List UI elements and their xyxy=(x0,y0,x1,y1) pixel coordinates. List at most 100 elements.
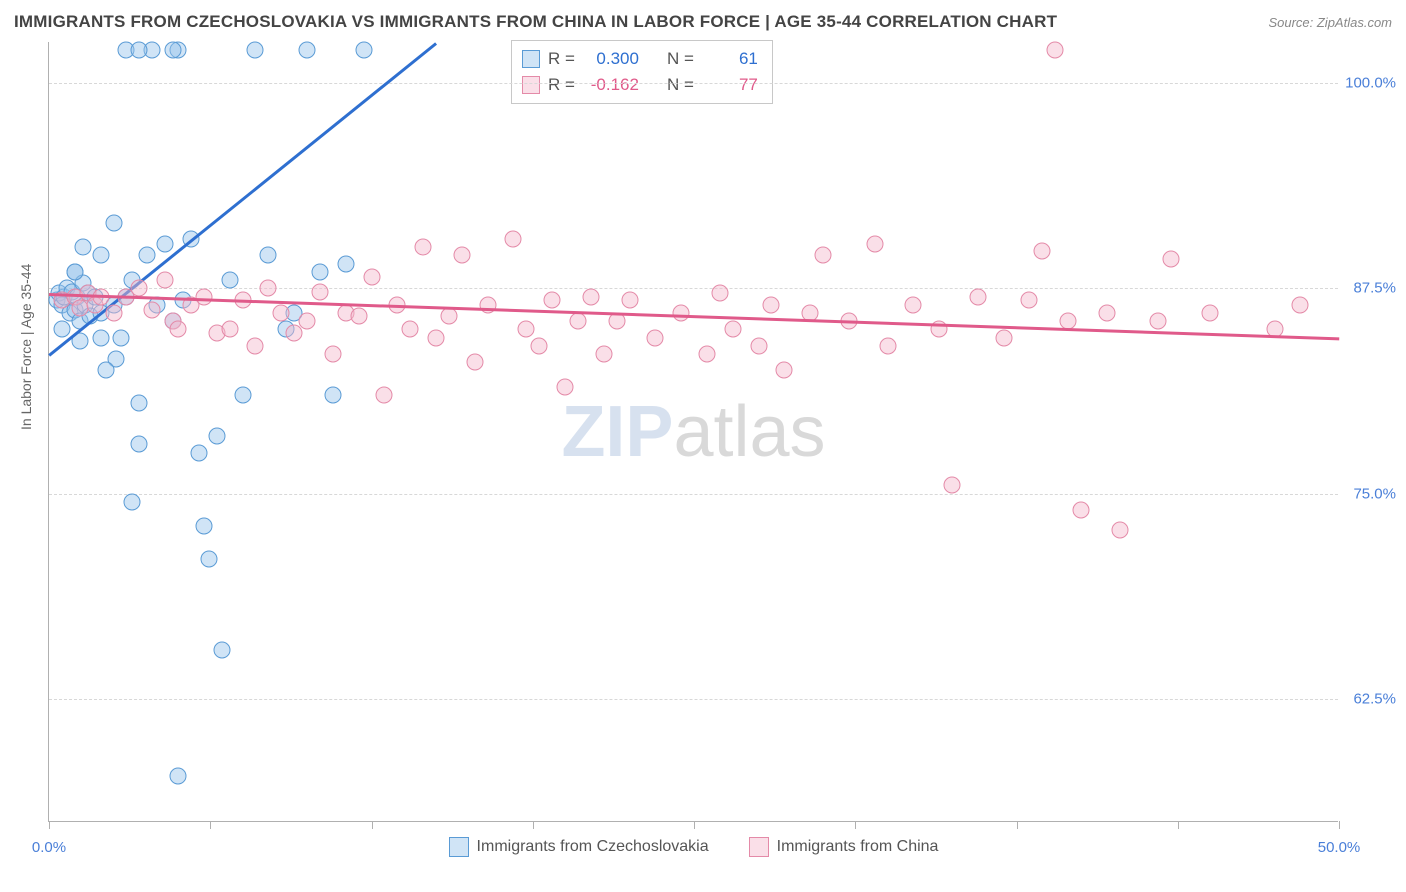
data-point xyxy=(1021,291,1038,308)
y-tick-label: 87.5% xyxy=(1353,280,1396,297)
x-tick-mark xyxy=(210,821,211,829)
data-point xyxy=(1073,502,1090,519)
data-point xyxy=(170,321,187,338)
data-point xyxy=(763,296,780,313)
stats-legend-box: R = 0.300 N = 61 R = -0.162 N = 77 xyxy=(511,40,773,104)
data-point xyxy=(97,362,114,379)
legend-swatch-0 xyxy=(449,837,469,857)
data-point xyxy=(531,337,548,354)
data-point xyxy=(131,280,148,297)
legend-label-0: Immigrants from Czechoslovakia xyxy=(477,838,709,856)
data-point xyxy=(1163,250,1180,267)
data-point xyxy=(776,362,793,379)
data-point xyxy=(376,387,393,404)
r-label: R = xyxy=(548,49,575,69)
data-point xyxy=(195,518,212,535)
data-point xyxy=(311,263,328,280)
data-point xyxy=(92,247,109,264)
data-point xyxy=(557,378,574,395)
data-point xyxy=(647,329,664,346)
watermark-zip: ZIP xyxy=(561,392,673,472)
data-point xyxy=(363,268,380,285)
data-point xyxy=(1292,296,1309,313)
gridline-h xyxy=(49,699,1338,700)
data-point xyxy=(518,321,535,338)
data-point xyxy=(415,239,432,256)
r-label: R = xyxy=(548,75,575,95)
scatter-chart: ZIPatlas R = 0.300 N = 61 R = -0.162 N =… xyxy=(48,42,1338,822)
legend-label-1: Immigrants from China xyxy=(777,838,939,856)
data-point xyxy=(144,301,161,318)
data-point xyxy=(247,42,264,59)
n-value-1: 77 xyxy=(702,75,758,95)
data-point xyxy=(866,235,883,252)
data-point xyxy=(123,493,140,510)
data-point xyxy=(1034,242,1051,259)
data-point xyxy=(505,231,522,248)
data-point xyxy=(355,42,372,59)
data-point xyxy=(402,321,419,338)
data-point xyxy=(139,247,156,264)
data-point xyxy=(324,387,341,404)
x-tick-mark xyxy=(1178,821,1179,829)
x-tick-label: 0.0% xyxy=(32,839,66,856)
data-point xyxy=(299,313,316,330)
data-point xyxy=(582,288,599,305)
stats-row-1: R = -0.162 N = 77 xyxy=(522,72,758,98)
data-point xyxy=(213,641,230,658)
legend-swatch-1 xyxy=(749,837,769,857)
data-point xyxy=(234,387,251,404)
n-value-0: 61 xyxy=(702,49,758,69)
data-point xyxy=(621,291,638,308)
data-point xyxy=(113,329,130,346)
x-tick-mark xyxy=(694,821,695,829)
source-label: Source: ZipAtlas.com xyxy=(1268,15,1392,30)
data-point xyxy=(905,296,922,313)
data-point xyxy=(569,313,586,330)
data-point xyxy=(879,337,896,354)
legend-item-1: Immigrants from China xyxy=(749,837,939,857)
trend-line xyxy=(49,293,1339,340)
data-point xyxy=(157,272,174,289)
data-point xyxy=(1111,521,1128,538)
data-point xyxy=(324,346,341,363)
data-point xyxy=(673,304,690,321)
gridline-h xyxy=(49,288,1338,289)
data-point xyxy=(698,346,715,363)
gridline-h xyxy=(49,494,1338,495)
y-axis-title: In Labor Force | Age 35-44 xyxy=(18,264,34,430)
data-point xyxy=(1098,304,1115,321)
data-point xyxy=(170,768,187,785)
data-point xyxy=(208,428,225,445)
data-point xyxy=(969,288,986,305)
data-point xyxy=(66,263,83,280)
data-point xyxy=(428,329,445,346)
x-tick-label: 50.0% xyxy=(1318,839,1361,856)
data-point xyxy=(273,304,290,321)
data-point xyxy=(311,283,328,300)
y-tick-label: 75.0% xyxy=(1353,485,1396,502)
data-point xyxy=(440,308,457,325)
n-label: N = xyxy=(667,75,694,95)
data-point xyxy=(74,239,91,256)
data-point xyxy=(92,329,109,346)
r-value-0: 0.300 xyxy=(583,49,639,69)
data-point xyxy=(164,42,181,59)
x-tick-mark xyxy=(372,821,373,829)
n-label: N = xyxy=(667,49,694,69)
watermark: ZIPatlas xyxy=(561,391,825,473)
stats-row-0: R = 0.300 N = 61 xyxy=(522,46,758,72)
data-point xyxy=(1047,42,1064,59)
legend-item-0: Immigrants from Czechoslovakia xyxy=(449,837,709,857)
data-point xyxy=(131,395,148,412)
data-point xyxy=(466,354,483,371)
y-tick-label: 100.0% xyxy=(1345,75,1396,92)
data-point xyxy=(157,235,174,252)
r-value-1: -0.162 xyxy=(583,75,639,95)
data-point xyxy=(71,300,88,317)
data-point xyxy=(221,272,238,289)
gridline-h xyxy=(49,83,1338,84)
data-point xyxy=(815,247,832,264)
data-point xyxy=(53,321,70,338)
data-point xyxy=(711,285,728,302)
